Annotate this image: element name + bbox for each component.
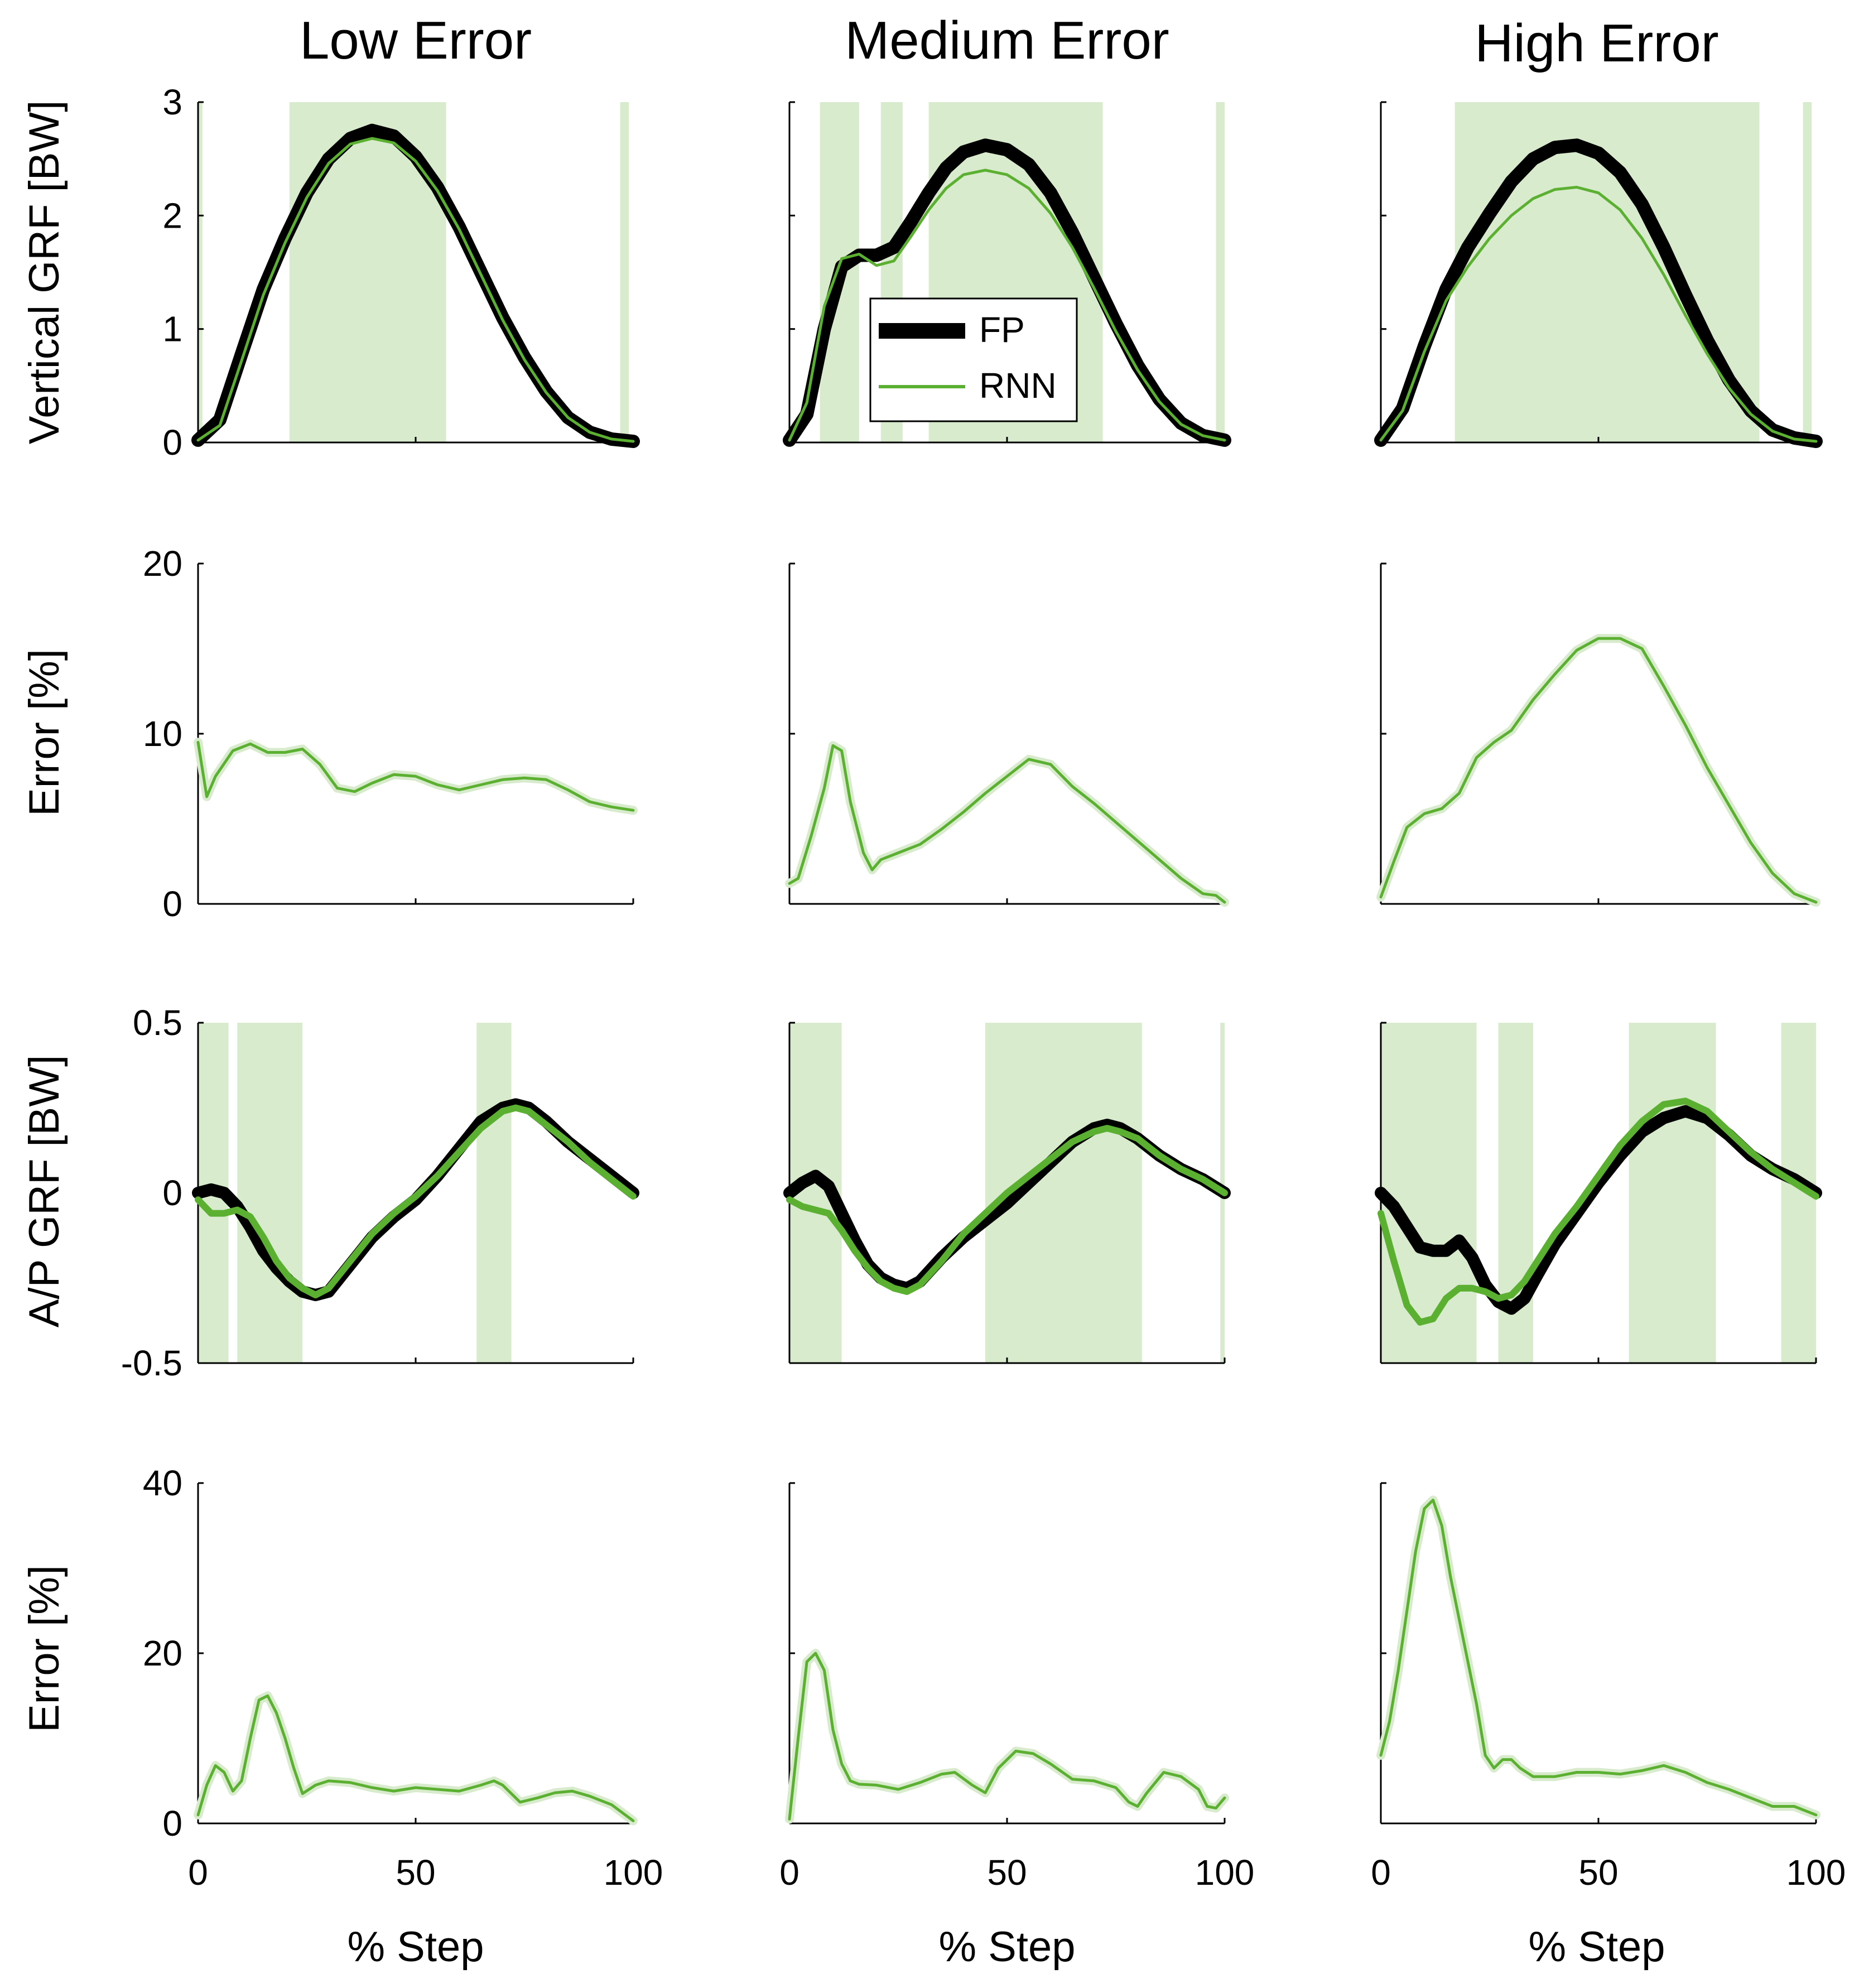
y-tick-label: 0 [162, 884, 182, 924]
y-tick-label: 20 [143, 1633, 182, 1673]
series-rnn-line [1379, 637, 1818, 904]
x-tick-label: 0 [779, 1852, 799, 1893]
series-rnn-line [1379, 186, 1818, 443]
shaded-region [620, 102, 629, 442]
series-rnn-line [196, 740, 635, 812]
x-tick-label: 0 [1371, 1852, 1391, 1893]
shaded-region [1803, 102, 1812, 442]
shaded-region [1381, 1023, 1477, 1363]
x-axis-labels: % Step % Step % Step [347, 1923, 1665, 1971]
ylabel-vertical-grf: Vertical GRF [BW] [21, 100, 68, 445]
x-tick-label: 100 [604, 1852, 663, 1893]
xlabel-medium-error: % Step [938, 1923, 1075, 1971]
y-tick-label: 0 [162, 1803, 182, 1843]
series-rnn-line [196, 1694, 635, 1822]
panel-aperr-high-error: 0 50 100 [1371, 1482, 1846, 1893]
panel-vgrf-high-error [1374, 101, 1823, 448]
y-tick-label: 0 [162, 1173, 182, 1213]
panel-vgrf-low-error: 0 1 2 3 [162, 82, 640, 463]
y-tick-label: -0.5 [121, 1343, 182, 1383]
y-tick-label: 20 [143, 543, 182, 584]
panel-apgrf-low-error: -0.5 0 0.5 [121, 1003, 639, 1383]
error-band [785, 1649, 1229, 1824]
y-tick-label: 2 [162, 195, 182, 235]
shaded-region [476, 1023, 512, 1363]
panel-verr-medium-error [785, 562, 1229, 907]
panel-aperr-low-error: 0 20 40 0 50 100 [143, 1463, 663, 1893]
x-tick-label: 50 [396, 1852, 435, 1893]
ylabel-ap-grf: A/P GRF [BW] [21, 1055, 68, 1327]
panel-verr-low-error: 0 10 20 [143, 543, 638, 924]
shaded-region [198, 102, 203, 442]
column-titles: Low Error Medium Error High Error [300, 11, 1719, 73]
xlabel-high-error: % Step [1528, 1923, 1665, 1971]
y-tick-label: 1 [162, 309, 182, 349]
x-tick-label: 100 [1786, 1852, 1846, 1893]
legend-box [869, 297, 1078, 422]
y-tick-label: 0 [162, 422, 182, 463]
y-tick-label: 0.5 [133, 1003, 182, 1043]
series-rnn-line [196, 137, 635, 443]
shaded-region [237, 1023, 303, 1363]
series-fp-line [783, 138, 1231, 447]
ylabel-ap-error: Error [%] [21, 1565, 68, 1732]
series-rnn-line [788, 1652, 1226, 1821]
series-fp-line [1374, 138, 1823, 448]
legend: FP RNN [869, 297, 1078, 422]
column-title-low-error: Low Error [300, 11, 532, 70]
error-band [1376, 634, 1820, 907]
row-labels: Vertical GRF [BW] Error [%] A/P GRF [BW]… [21, 100, 68, 1732]
series-rnn-line [195, 1104, 637, 1298]
ylabel-vertical-error: Error [%] [21, 649, 68, 816]
panel-verr-high-error [1376, 562, 1820, 907]
shaded-region [1629, 1023, 1716, 1363]
x-tick-label: 50 [987, 1852, 1027, 1893]
xlabel-low-error: % Step [347, 1923, 484, 1971]
column-title-medium-error: Medium Error [845, 11, 1169, 70]
series-rnn-line [788, 744, 1226, 904]
legend-rnn-label: RNN [979, 365, 1057, 406]
panel-aperr-medium-error: 0 50 100 [779, 1482, 1255, 1893]
y-tick-label: 10 [143, 714, 182, 754]
column-title-high-error: High Error [1475, 13, 1718, 73]
legend-fp-label: FP [979, 310, 1025, 350]
series-rnn-line [788, 169, 1226, 442]
panels: 0 1 2 3 0 10 20 -0.5 0 0.5 0 20 40 0 50 100 0 50 100 0 50 100 [121, 82, 1846, 1893]
x-tick-label: 50 [1578, 1852, 1618, 1893]
x-tick-label: 100 [1195, 1852, 1255, 1893]
error-band [194, 1691, 638, 1826]
y-tick-label: 40 [143, 1463, 182, 1503]
y-tick-label: 3 [162, 82, 182, 122]
panel-apgrf-high-error [1375, 1022, 1822, 1364]
shaded-region [289, 102, 446, 442]
shaded-region [1216, 102, 1225, 442]
series-rnn-line [1379, 1499, 1818, 1817]
panel-apgrf-medium-error [783, 1022, 1231, 1364]
series-rnn-line [786, 1125, 1228, 1295]
series-rnn-line [1377, 1098, 1819, 1326]
x-tick-label: 0 [188, 1852, 208, 1893]
